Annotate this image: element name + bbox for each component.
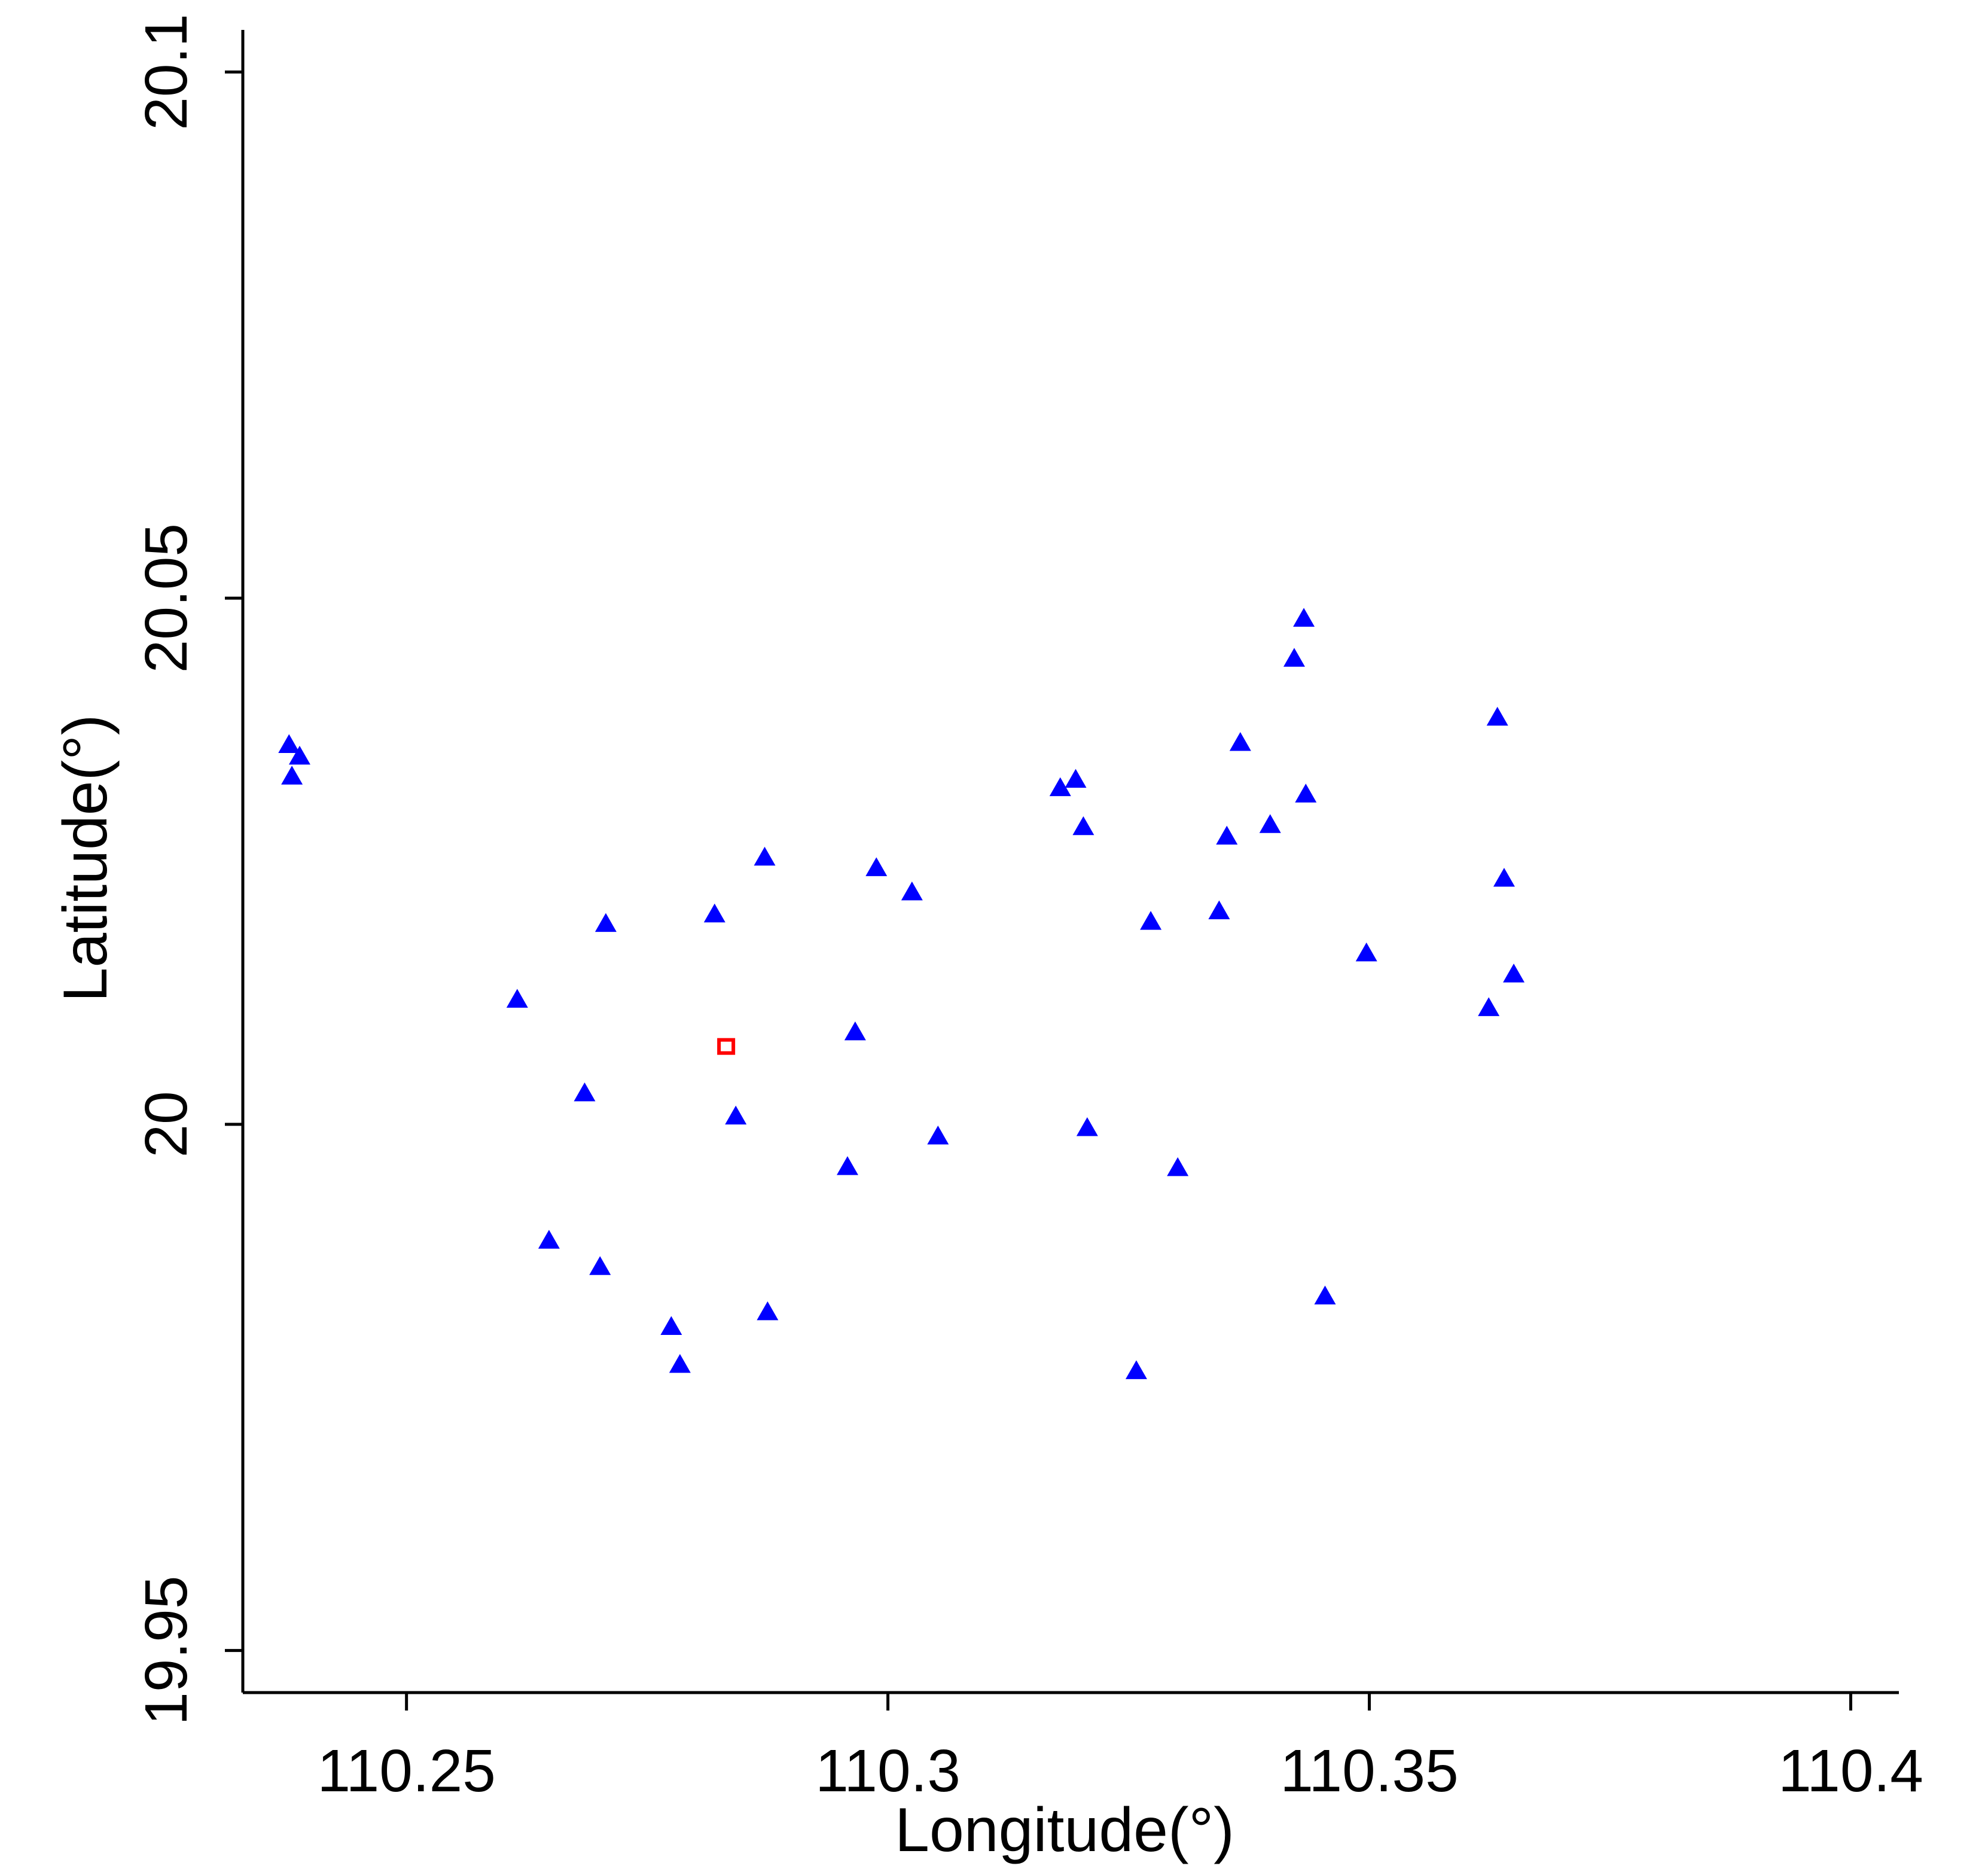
data-point-triangle	[538, 1230, 560, 1249]
x-tick-label: 110.35	[1280, 1737, 1458, 1804]
x-tick-label: 110.4	[1778, 1737, 1923, 1804]
data-point-triangle	[927, 1126, 949, 1145]
data-point-triangle	[725, 1105, 747, 1125]
data-point-triangle	[844, 1021, 866, 1041]
data-point-triangle	[281, 766, 303, 785]
data-point-triangle	[865, 857, 888, 876]
data-point-triangle	[574, 1082, 596, 1102]
data-point-triangle	[288, 745, 310, 765]
data-point-triangle	[1076, 1117, 1098, 1136]
y-tick-label: 19.95	[133, 1575, 200, 1725]
data-point-triangle	[594, 913, 617, 932]
data-point-triangle	[1049, 777, 1071, 797]
y-tick-label: 20	[133, 1091, 200, 1157]
data-point-triangle	[837, 1156, 859, 1175]
y-axis-label: Latitude(°)	[51, 715, 120, 1002]
data-point-triangle	[1167, 1157, 1189, 1176]
data-point-triangle	[1072, 816, 1094, 836]
data-point-triangle	[669, 1353, 691, 1373]
data-point-triangle	[1216, 825, 1238, 845]
data-point-triangle	[1355, 942, 1377, 962]
y-tick-label: 20.05	[133, 523, 200, 673]
data-point-triangle	[1503, 964, 1525, 983]
y-tick-label: 20.1	[133, 14, 200, 130]
data-point-triangle	[1259, 814, 1281, 833]
data-point-triangle	[901, 881, 923, 901]
data-point-square	[717, 1038, 736, 1055]
axes	[241, 30, 1899, 1694]
y-ticks: 19.95 20 20.05 20.1	[133, 14, 243, 1725]
data-point-triangle	[1478, 997, 1500, 1016]
data-point-triangle	[589, 1256, 611, 1275]
data-point-triangle	[1229, 731, 1251, 751]
data-point-triangle	[660, 1316, 682, 1336]
data-point-triangle	[278, 734, 300, 754]
data-point-triangle	[1283, 648, 1305, 667]
data-point-triangle	[1486, 706, 1508, 726]
data-points	[278, 608, 1525, 1379]
data-point-triangle	[1208, 900, 1230, 920]
data-point-triangle	[1493, 867, 1515, 887]
data-point-triangle	[754, 846, 776, 866]
data-point-triangle	[1314, 1285, 1336, 1304]
data-point-triangle	[1295, 783, 1317, 803]
data-point-triangle	[703, 903, 725, 923]
data-point-triangle	[1065, 769, 1087, 788]
x-tick-label: 110.3	[815, 1737, 961, 1804]
data-point-triangle	[1293, 608, 1315, 627]
data-point-triangle	[506, 989, 528, 1008]
x-axis-label: Longitude(°)	[895, 1795, 1234, 1865]
data-point-triangle	[1125, 1360, 1147, 1379]
x-ticks: 110.25 110.3 110.35 110.4	[317, 1693, 1923, 1804]
x-tick-label: 110.25	[317, 1737, 495, 1804]
data-point-triangle	[757, 1301, 779, 1321]
data-point-triangle	[1140, 911, 1162, 930]
